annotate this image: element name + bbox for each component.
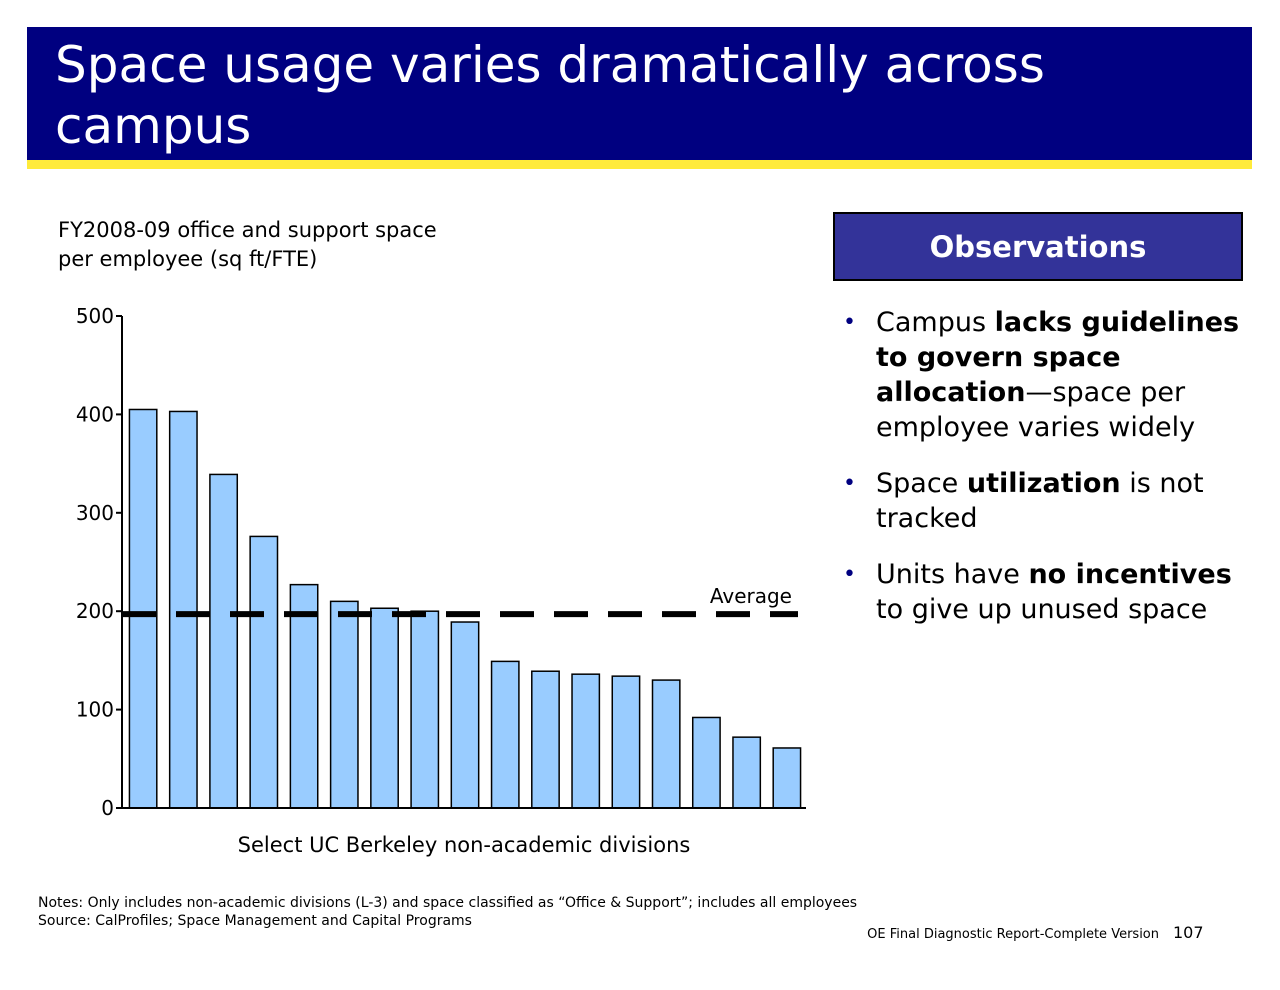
bar (168, 410, 198, 809)
bullet-icon: • (843, 310, 856, 335)
bar-chart: 0 100 200 300 400 500 Average Select UC Berkele… (76, 304, 806, 857)
observation-text: Space (876, 468, 967, 499)
footer-report-name: OE Final Diagnostic Report-Complete Vers… (867, 927, 1159, 942)
bar (531, 670, 560, 809)
bar (571, 673, 601, 809)
y-tick-label: 200 (76, 599, 114, 623)
y-tick-label: 0 (101, 796, 114, 820)
bar (128, 408, 158, 809)
bar (410, 610, 440, 809)
page-number: 107 (1173, 923, 1204, 942)
notes-line: Notes: Only includes non-academic divisi… (38, 895, 858, 911)
y-tick-label: 400 (76, 402, 114, 426)
source-line: Source: CalProfiles; Space Management an… (38, 913, 472, 929)
observation-text: to give up unused space (876, 594, 1208, 625)
observation-text: —space per employee varies widely (876, 377, 1196, 443)
average-label: Average (710, 584, 792, 608)
observation-item: • Units have no incentives to give up unu… (843, 557, 1253, 627)
observation-text: Units have (876, 559, 1029, 590)
observation-emphasis: utilization (966, 468, 1121, 499)
bar (329, 600, 359, 809)
bar (209, 473, 239, 809)
observations-header: Observations (833, 212, 1243, 281)
bar (249, 535, 279, 809)
observation-emphasis: no incentives (1028, 559, 1232, 590)
y-tick-label: 100 (76, 698, 114, 722)
observation-item: • Campus lacks guidelines to govern space… (843, 305, 1253, 445)
bar (732, 736, 762, 809)
y-tick-label: 500 (76, 304, 114, 328)
x-axis-label: Select UC Berkeley non-academic division… (238, 833, 691, 857)
chart-title: FY2008-09 office and support space per e… (58, 218, 437, 271)
bar (490, 660, 520, 809)
bar (772, 747, 802, 809)
bar (651, 679, 681, 809)
observation-item: • Space utilization is not tracked (843, 466, 1253, 536)
observations-list: • Campus lacks guidelines to govern space… (843, 305, 1253, 648)
observation-text: Campus (876, 307, 995, 338)
page-title: Space usage varies dramatically across c… (55, 36, 1045, 155)
bullet-icon: • (843, 471, 856, 496)
observation-text: is not tracked (876, 468, 1204, 534)
bar (611, 675, 641, 809)
bar (691, 716, 721, 809)
observation-emphasis: lacks guidelines to govern space allocat… (876, 307, 1240, 408)
bar (370, 607, 399, 809)
bullet-icon: • (843, 562, 856, 587)
title-bar: Space usage varies dramatically across c… (27, 27, 1252, 169)
bar (450, 621, 480, 809)
y-tick-label: 300 (76, 501, 114, 525)
notes: Notes: Only includes non-academic divisi… (38, 894, 857, 930)
bar (289, 583, 319, 809)
